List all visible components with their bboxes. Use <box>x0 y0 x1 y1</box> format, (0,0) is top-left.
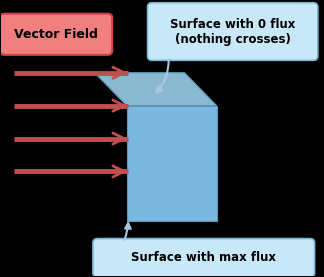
Polygon shape <box>95 73 217 106</box>
Polygon shape <box>127 106 217 221</box>
FancyBboxPatch shape <box>93 238 315 277</box>
FancyBboxPatch shape <box>0 14 112 55</box>
FancyBboxPatch shape <box>147 3 318 60</box>
Text: Vector Field: Vector Field <box>14 28 98 41</box>
Text: Surface with max flux: Surface with max flux <box>131 251 276 264</box>
Text: Surface with 0 flux
(nothing crosses): Surface with 0 flux (nothing crosses) <box>170 17 295 45</box>
